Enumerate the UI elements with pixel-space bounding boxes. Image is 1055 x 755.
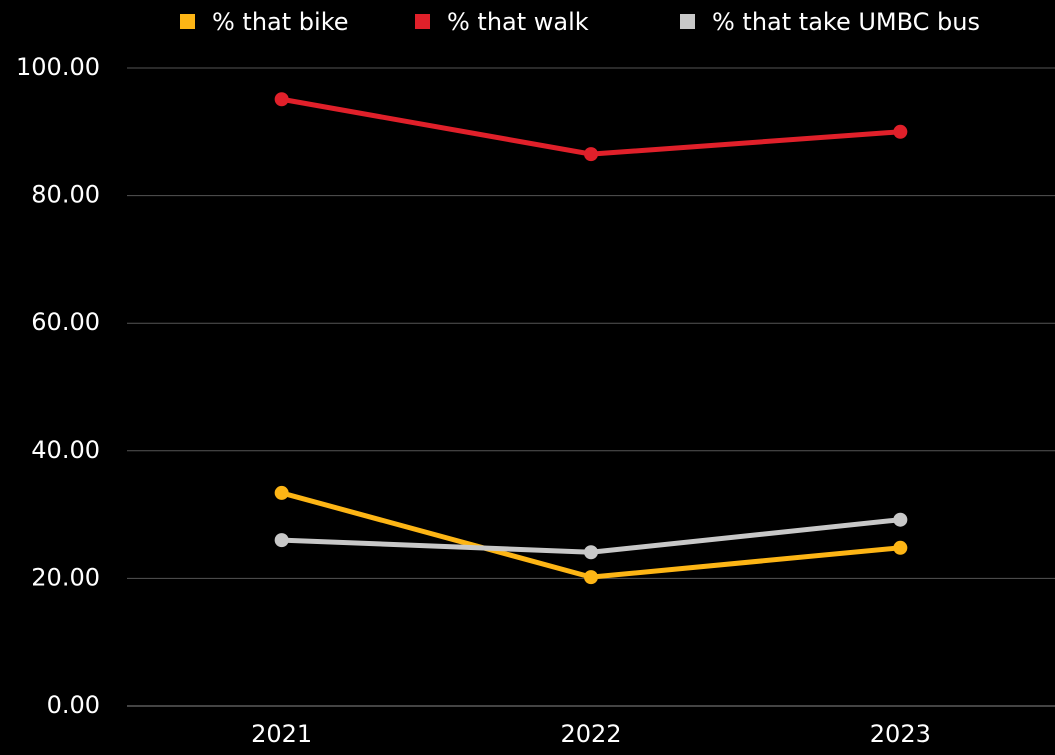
y-tick-label: 100.00: [16, 53, 100, 81]
legend-label: % that bike: [212, 8, 349, 36]
x-tick-label: 2023: [870, 720, 931, 748]
series-line: [281, 96, 901, 157]
data-point: [584, 147, 598, 162]
data-point: [893, 124, 908, 139]
x-tick-label: 2021: [251, 720, 312, 748]
data-point: [584, 545, 598, 560]
y-tick-label: 20.00: [31, 563, 100, 591]
data-point: [893, 512, 908, 527]
data-point: [893, 540, 908, 555]
series-line: [281, 490, 901, 580]
data-point: [584, 570, 598, 585]
y-tick-label: 0.00: [47, 691, 100, 719]
data-point: [274, 485, 289, 500]
y-tick-label: 40.00: [31, 436, 100, 464]
legend-swatch: [180, 14, 195, 29]
legend-swatch: [415, 14, 430, 29]
y-tick-label: 80.00: [31, 181, 100, 209]
legend-label: % that walk: [447, 8, 589, 36]
legend-swatch: [680, 14, 695, 29]
x-tick-label: 2022: [560, 720, 621, 748]
data-point: [274, 92, 289, 107]
y-tick-label: 60.00: [31, 308, 100, 336]
legend-label: % that take UMBC bus: [712, 8, 980, 36]
data-point: [274, 533, 289, 548]
